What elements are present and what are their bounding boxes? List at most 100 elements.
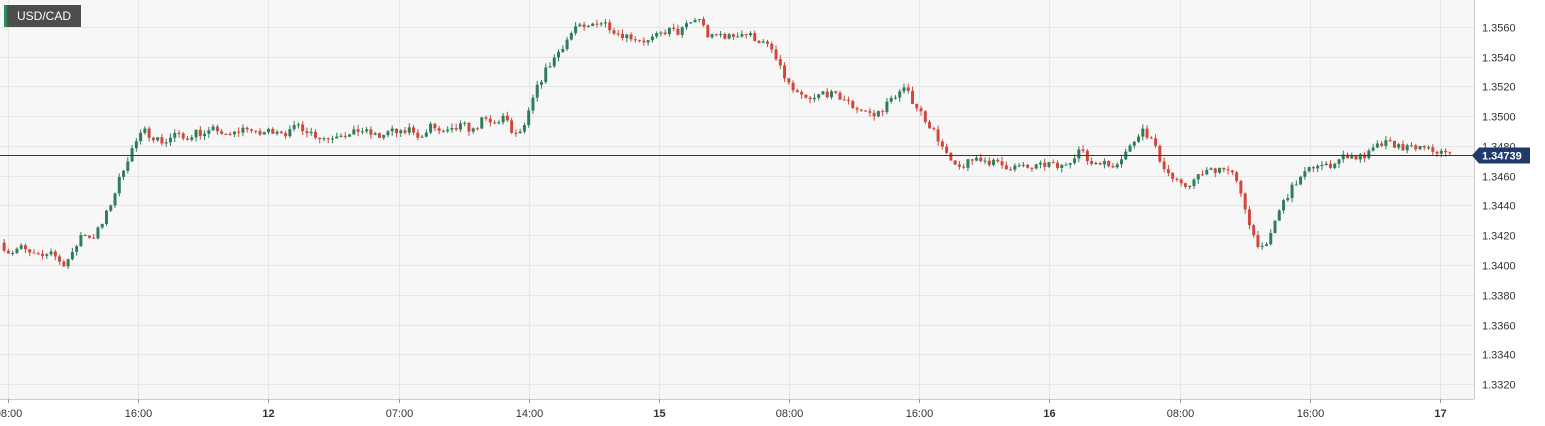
candle-up xyxy=(75,246,79,252)
candle-down xyxy=(220,131,224,134)
candle-down xyxy=(343,135,347,137)
candle-up xyxy=(390,128,394,132)
candle-up xyxy=(1337,159,1341,164)
candle-down xyxy=(224,133,228,135)
candle-up xyxy=(1405,145,1409,151)
candle-up xyxy=(1439,150,1443,154)
candle-up xyxy=(104,210,108,224)
candle-up xyxy=(1132,141,1136,146)
candle-up xyxy=(1427,147,1431,149)
candle-down xyxy=(868,111,872,113)
candle-down xyxy=(1201,174,1205,176)
candle-up xyxy=(1064,164,1068,166)
candle-down xyxy=(949,152,953,161)
candle-down xyxy=(919,108,923,112)
candle-down xyxy=(1256,235,1260,247)
candle-down xyxy=(186,138,190,140)
candle-down xyxy=(181,133,185,139)
candle-down xyxy=(923,111,927,122)
candle-up xyxy=(241,127,245,133)
candle-up xyxy=(1320,164,1324,166)
candle-down xyxy=(23,245,27,250)
candle-up xyxy=(79,235,83,247)
candle-up xyxy=(173,132,177,138)
candle-down xyxy=(1213,168,1217,173)
candle-down xyxy=(510,120,514,133)
candle-up xyxy=(625,34,629,39)
candle-up xyxy=(164,142,168,144)
candle-up xyxy=(740,34,744,37)
candle-up xyxy=(1102,160,1106,165)
candle-down xyxy=(1388,140,1392,142)
candle-up xyxy=(70,251,74,260)
candle-down xyxy=(1183,183,1187,187)
candle-up xyxy=(113,193,117,206)
candle-down xyxy=(1363,154,1367,159)
candle-down xyxy=(851,100,855,109)
candle-up xyxy=(1209,168,1213,170)
candle-up xyxy=(650,36,654,41)
candle-up xyxy=(586,26,590,28)
candle-up xyxy=(1341,154,1345,160)
y-tick-label: 1.3560 xyxy=(1482,23,1516,35)
candle-down xyxy=(1235,172,1239,181)
candle-down xyxy=(1171,173,1175,179)
candle-down xyxy=(416,132,420,138)
candle-down xyxy=(915,103,919,109)
current-price-tag xyxy=(1472,147,1530,164)
candle-up xyxy=(262,132,266,135)
candle-up xyxy=(360,131,364,133)
y-tick-label: 1.3420 xyxy=(1482,231,1516,243)
x-tick-label: 07:00 xyxy=(386,408,414,420)
candle-up xyxy=(1333,163,1337,168)
candle-down xyxy=(608,22,612,31)
y-tick-label: 1.3360 xyxy=(1482,321,1516,333)
candle-down xyxy=(723,33,727,39)
candle-up xyxy=(373,133,377,135)
candle-down xyxy=(254,130,258,132)
candle-down xyxy=(28,249,32,253)
candle-up xyxy=(331,138,335,140)
candle-up xyxy=(983,160,987,162)
candle-down xyxy=(318,137,322,140)
candle-up xyxy=(1073,158,1077,164)
candle-up xyxy=(902,87,906,92)
candle-down xyxy=(936,129,940,142)
candle-down xyxy=(249,129,253,131)
candle-down xyxy=(1328,163,1332,168)
candle-up xyxy=(1290,184,1294,199)
candle-down xyxy=(279,131,283,134)
candle-up xyxy=(1260,245,1264,247)
candle-down xyxy=(1081,149,1085,151)
candle-down xyxy=(1098,163,1102,165)
candle-down xyxy=(403,130,407,133)
candle-down xyxy=(714,34,718,36)
candle-up xyxy=(335,136,339,139)
x-tick-label: 16:00 xyxy=(125,408,153,420)
candle-up xyxy=(1141,128,1145,137)
candle-up xyxy=(386,131,390,136)
x-tick-label: 15 xyxy=(653,408,665,420)
candle-down xyxy=(245,127,249,130)
candle-up xyxy=(1119,159,1123,165)
candle-up xyxy=(407,127,411,133)
candle-down xyxy=(1222,167,1226,170)
candle-up xyxy=(100,223,104,228)
x-tick-label: 16:00 xyxy=(906,408,934,420)
candle-up xyxy=(1068,163,1072,165)
candle-down xyxy=(493,122,497,124)
candle-down xyxy=(847,99,851,101)
candle-up xyxy=(1316,165,1320,169)
x-axis-labels: 08:00 16:00 12 07:00 14:00 15 08:00 16:00 16 08:0… xyxy=(0,399,1447,420)
candle-up xyxy=(561,48,565,52)
candle-up xyxy=(292,125,296,130)
candle-up xyxy=(348,134,352,137)
candle-up xyxy=(1021,164,1025,166)
candle-up xyxy=(1128,145,1132,152)
candle-down xyxy=(970,159,974,161)
candle-up xyxy=(539,82,543,85)
candle-down xyxy=(940,141,944,147)
candle-up xyxy=(544,67,548,83)
